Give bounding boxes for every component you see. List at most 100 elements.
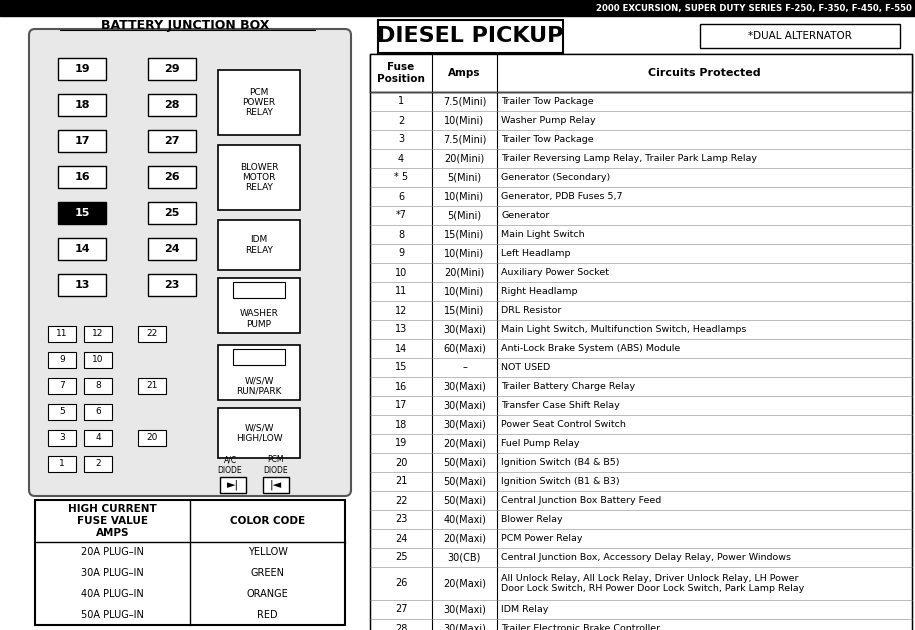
Text: Generator (Secondary): Generator (Secondary) bbox=[501, 173, 610, 182]
Text: 3: 3 bbox=[59, 433, 65, 442]
Text: 17: 17 bbox=[394, 401, 407, 411]
Text: 24: 24 bbox=[394, 534, 407, 544]
Text: 26: 26 bbox=[164, 172, 180, 182]
Text: 2: 2 bbox=[95, 459, 101, 469]
Text: 19: 19 bbox=[74, 64, 90, 74]
Text: 10(Mini): 10(Mini) bbox=[445, 287, 485, 297]
Bar bbox=[138, 326, 166, 342]
Text: Trailer Battery Charge Relay: Trailer Battery Charge Relay bbox=[501, 382, 635, 391]
Text: 20: 20 bbox=[146, 433, 157, 442]
Bar bbox=[148, 166, 196, 188]
Bar bbox=[48, 404, 76, 420]
Text: Fuel Pump Relay: Fuel Pump Relay bbox=[501, 439, 579, 448]
Text: 50A PLUG–IN: 50A PLUG–IN bbox=[81, 610, 144, 620]
Bar bbox=[58, 130, 106, 152]
Text: 26: 26 bbox=[394, 578, 407, 588]
Text: 15: 15 bbox=[74, 208, 90, 218]
Text: BATTERY JUNCTION BOX: BATTERY JUNCTION BOX bbox=[101, 20, 269, 33]
Text: RED: RED bbox=[257, 610, 278, 620]
Text: 23: 23 bbox=[165, 280, 179, 290]
Text: –: – bbox=[462, 362, 467, 372]
Text: Right Headlamp: Right Headlamp bbox=[501, 287, 577, 296]
Text: 11: 11 bbox=[395, 287, 407, 297]
Bar bbox=[218, 220, 300, 270]
Text: Main Light Switch, Multifunction Switch, Headlamps: Main Light Switch, Multifunction Switch,… bbox=[501, 325, 747, 334]
Text: Circuits Protected: Circuits Protected bbox=[648, 68, 760, 78]
Text: HIGH CURRENT
FUSE VALUE
AMPS: HIGH CURRENT FUSE VALUE AMPS bbox=[68, 505, 156, 537]
Text: Fuse
Position: Fuse Position bbox=[377, 62, 425, 84]
Text: COLOR CODE: COLOR CODE bbox=[230, 516, 305, 526]
Text: 13: 13 bbox=[74, 280, 90, 290]
Text: 9: 9 bbox=[59, 355, 65, 365]
FancyBboxPatch shape bbox=[29, 29, 351, 496]
Text: 10(Mini): 10(Mini) bbox=[445, 192, 485, 202]
Bar bbox=[48, 378, 76, 394]
Bar bbox=[148, 94, 196, 116]
Text: All Unlock Relay, All Lock Relay, Driver Unlock Relay, LH Power
Door Lock Switch: All Unlock Relay, All Lock Relay, Driver… bbox=[501, 574, 804, 593]
Text: Generator: Generator bbox=[501, 211, 549, 220]
Text: 40A PLUG–IN: 40A PLUG–IN bbox=[81, 589, 144, 599]
Text: 60(Maxi): 60(Maxi) bbox=[443, 343, 486, 353]
Text: 22: 22 bbox=[394, 496, 407, 505]
Text: * 5: * 5 bbox=[394, 173, 408, 183]
Text: A/C
DIODE: A/C DIODE bbox=[218, 455, 242, 474]
Text: 7.5(Mini): 7.5(Mini) bbox=[443, 96, 486, 106]
Text: 1: 1 bbox=[59, 459, 65, 469]
Text: 7.5(Mini): 7.5(Mini) bbox=[443, 134, 486, 144]
Text: Trailer Reversing Lamp Relay, Trailer Park Lamp Relay: Trailer Reversing Lamp Relay, Trailer Pa… bbox=[501, 154, 757, 163]
Text: Trailer Tow Package: Trailer Tow Package bbox=[501, 97, 594, 106]
Text: IDM Relay: IDM Relay bbox=[501, 605, 548, 614]
Bar bbox=[148, 274, 196, 296]
Text: 20A PLUG–IN: 20A PLUG–IN bbox=[81, 547, 144, 558]
Bar bbox=[218, 408, 300, 458]
Text: 15(Mini): 15(Mini) bbox=[445, 306, 485, 316]
Bar bbox=[58, 274, 106, 296]
Text: 30A PLUG–IN: 30A PLUG–IN bbox=[81, 568, 144, 578]
Bar bbox=[84, 430, 112, 446]
Text: 8: 8 bbox=[398, 229, 404, 239]
Bar bbox=[138, 430, 166, 446]
Bar bbox=[148, 202, 196, 224]
Text: 15(Mini): 15(Mini) bbox=[445, 229, 485, 239]
Text: 4: 4 bbox=[95, 433, 101, 442]
Text: 30(CB): 30(CB) bbox=[447, 553, 481, 563]
Text: Trailer Tow Package: Trailer Tow Package bbox=[501, 135, 594, 144]
Text: 18: 18 bbox=[74, 100, 90, 110]
Bar bbox=[370, 54, 912, 630]
Text: 20(Maxi): 20(Maxi) bbox=[443, 578, 486, 588]
Text: 5(Mini): 5(Mini) bbox=[447, 210, 481, 220]
Bar bbox=[218, 278, 300, 333]
Bar bbox=[218, 70, 300, 135]
Bar bbox=[35, 500, 345, 625]
Bar bbox=[58, 58, 106, 80]
Text: Blower Relay: Blower Relay bbox=[501, 515, 563, 524]
Text: 5(Mini): 5(Mini) bbox=[447, 173, 481, 183]
Text: 11: 11 bbox=[56, 329, 68, 338]
Text: Main Light Switch: Main Light Switch bbox=[501, 230, 585, 239]
Text: 10: 10 bbox=[92, 355, 103, 365]
Text: W/S/W
HIGH/LOW: W/S/W HIGH/LOW bbox=[236, 423, 283, 443]
Text: BLOWER
MOTOR
RELAY: BLOWER MOTOR RELAY bbox=[240, 163, 278, 192]
Text: 30(Maxi): 30(Maxi) bbox=[443, 324, 486, 335]
Text: Transfer Case Shift Relay: Transfer Case Shift Relay bbox=[501, 401, 619, 410]
Text: IDM
RELAY: IDM RELAY bbox=[245, 235, 273, 255]
Text: 29: 29 bbox=[164, 64, 180, 74]
Text: Left Headlamp: Left Headlamp bbox=[501, 249, 570, 258]
Text: ORANGE: ORANGE bbox=[247, 589, 288, 599]
Text: 3: 3 bbox=[398, 134, 404, 144]
Text: YELLOW: YELLOW bbox=[248, 547, 287, 558]
Text: 20(Mini): 20(Mini) bbox=[445, 154, 485, 164]
Text: *DUAL ALTERNATOR: *DUAL ALTERNATOR bbox=[748, 31, 852, 41]
Text: 50(Maxi): 50(Maxi) bbox=[443, 496, 486, 505]
Text: Auxiliary Power Socket: Auxiliary Power Socket bbox=[501, 268, 609, 277]
Text: 6: 6 bbox=[95, 408, 101, 416]
Bar bbox=[48, 352, 76, 368]
Text: Anti-Lock Brake System (ABS) Module: Anti-Lock Brake System (ABS) Module bbox=[501, 344, 680, 353]
Text: Ignition Switch (B4 & B5): Ignition Switch (B4 & B5) bbox=[501, 458, 619, 467]
Text: 2000 EXCURSION, SUPER DUTY SERIES F-250, F-350, F-450, F-550: 2000 EXCURSION, SUPER DUTY SERIES F-250,… bbox=[597, 4, 912, 13]
Text: 30(Maxi): 30(Maxi) bbox=[443, 605, 486, 614]
Bar bbox=[218, 345, 300, 400]
Bar bbox=[148, 130, 196, 152]
Text: 20(Maxi): 20(Maxi) bbox=[443, 438, 486, 449]
Text: 22: 22 bbox=[146, 329, 157, 338]
